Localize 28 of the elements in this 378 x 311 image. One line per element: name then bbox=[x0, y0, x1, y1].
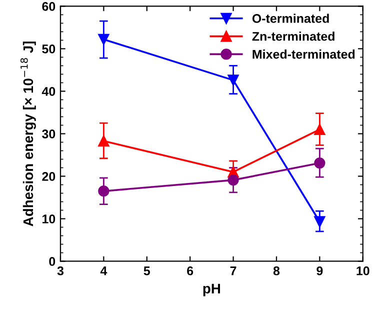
y-tick-label: 30 bbox=[42, 130, 56, 138]
legend-label: Zn-terminated bbox=[252, 32, 334, 41]
point bbox=[98, 186, 110, 197]
y-axis-title: Adhesion energy [× 10$^{−18}$ J] bbox=[20, 42, 36, 226]
x-tick-label: 5 bbox=[144, 266, 150, 276]
x-axis-title: pH bbox=[203, 284, 220, 296]
point bbox=[314, 216, 326, 228]
x-tick-label: 3 bbox=[57, 266, 64, 276]
x-tick-label: 9 bbox=[316, 266, 323, 276]
x-tick-label: 8 bbox=[273, 266, 280, 276]
y-tick-label: 40 bbox=[42, 87, 56, 96]
y-tick-label: 60 bbox=[42, 2, 56, 11]
y-tick-label: 10 bbox=[42, 214, 56, 224]
point bbox=[98, 135, 110, 147]
y-tick-label: 20 bbox=[42, 172, 56, 181]
point bbox=[314, 158, 326, 169]
x-tick-label: 10 bbox=[356, 266, 370, 276]
point bbox=[228, 74, 239, 86]
legend-label: Mixed-terminated bbox=[252, 50, 355, 59]
y-tick-label: 50 bbox=[42, 44, 56, 54]
x-tick-label: 7 bbox=[230, 266, 236, 276]
point bbox=[314, 124, 326, 136]
x-tick-label: 6 bbox=[187, 266, 194, 276]
point bbox=[228, 174, 239, 186]
point bbox=[98, 34, 110, 45]
legend-label: O-terminated bbox=[252, 14, 329, 23]
x-tick-label: 4 bbox=[100, 266, 108, 276]
y-tick-label: 0 bbox=[49, 257, 56, 266]
